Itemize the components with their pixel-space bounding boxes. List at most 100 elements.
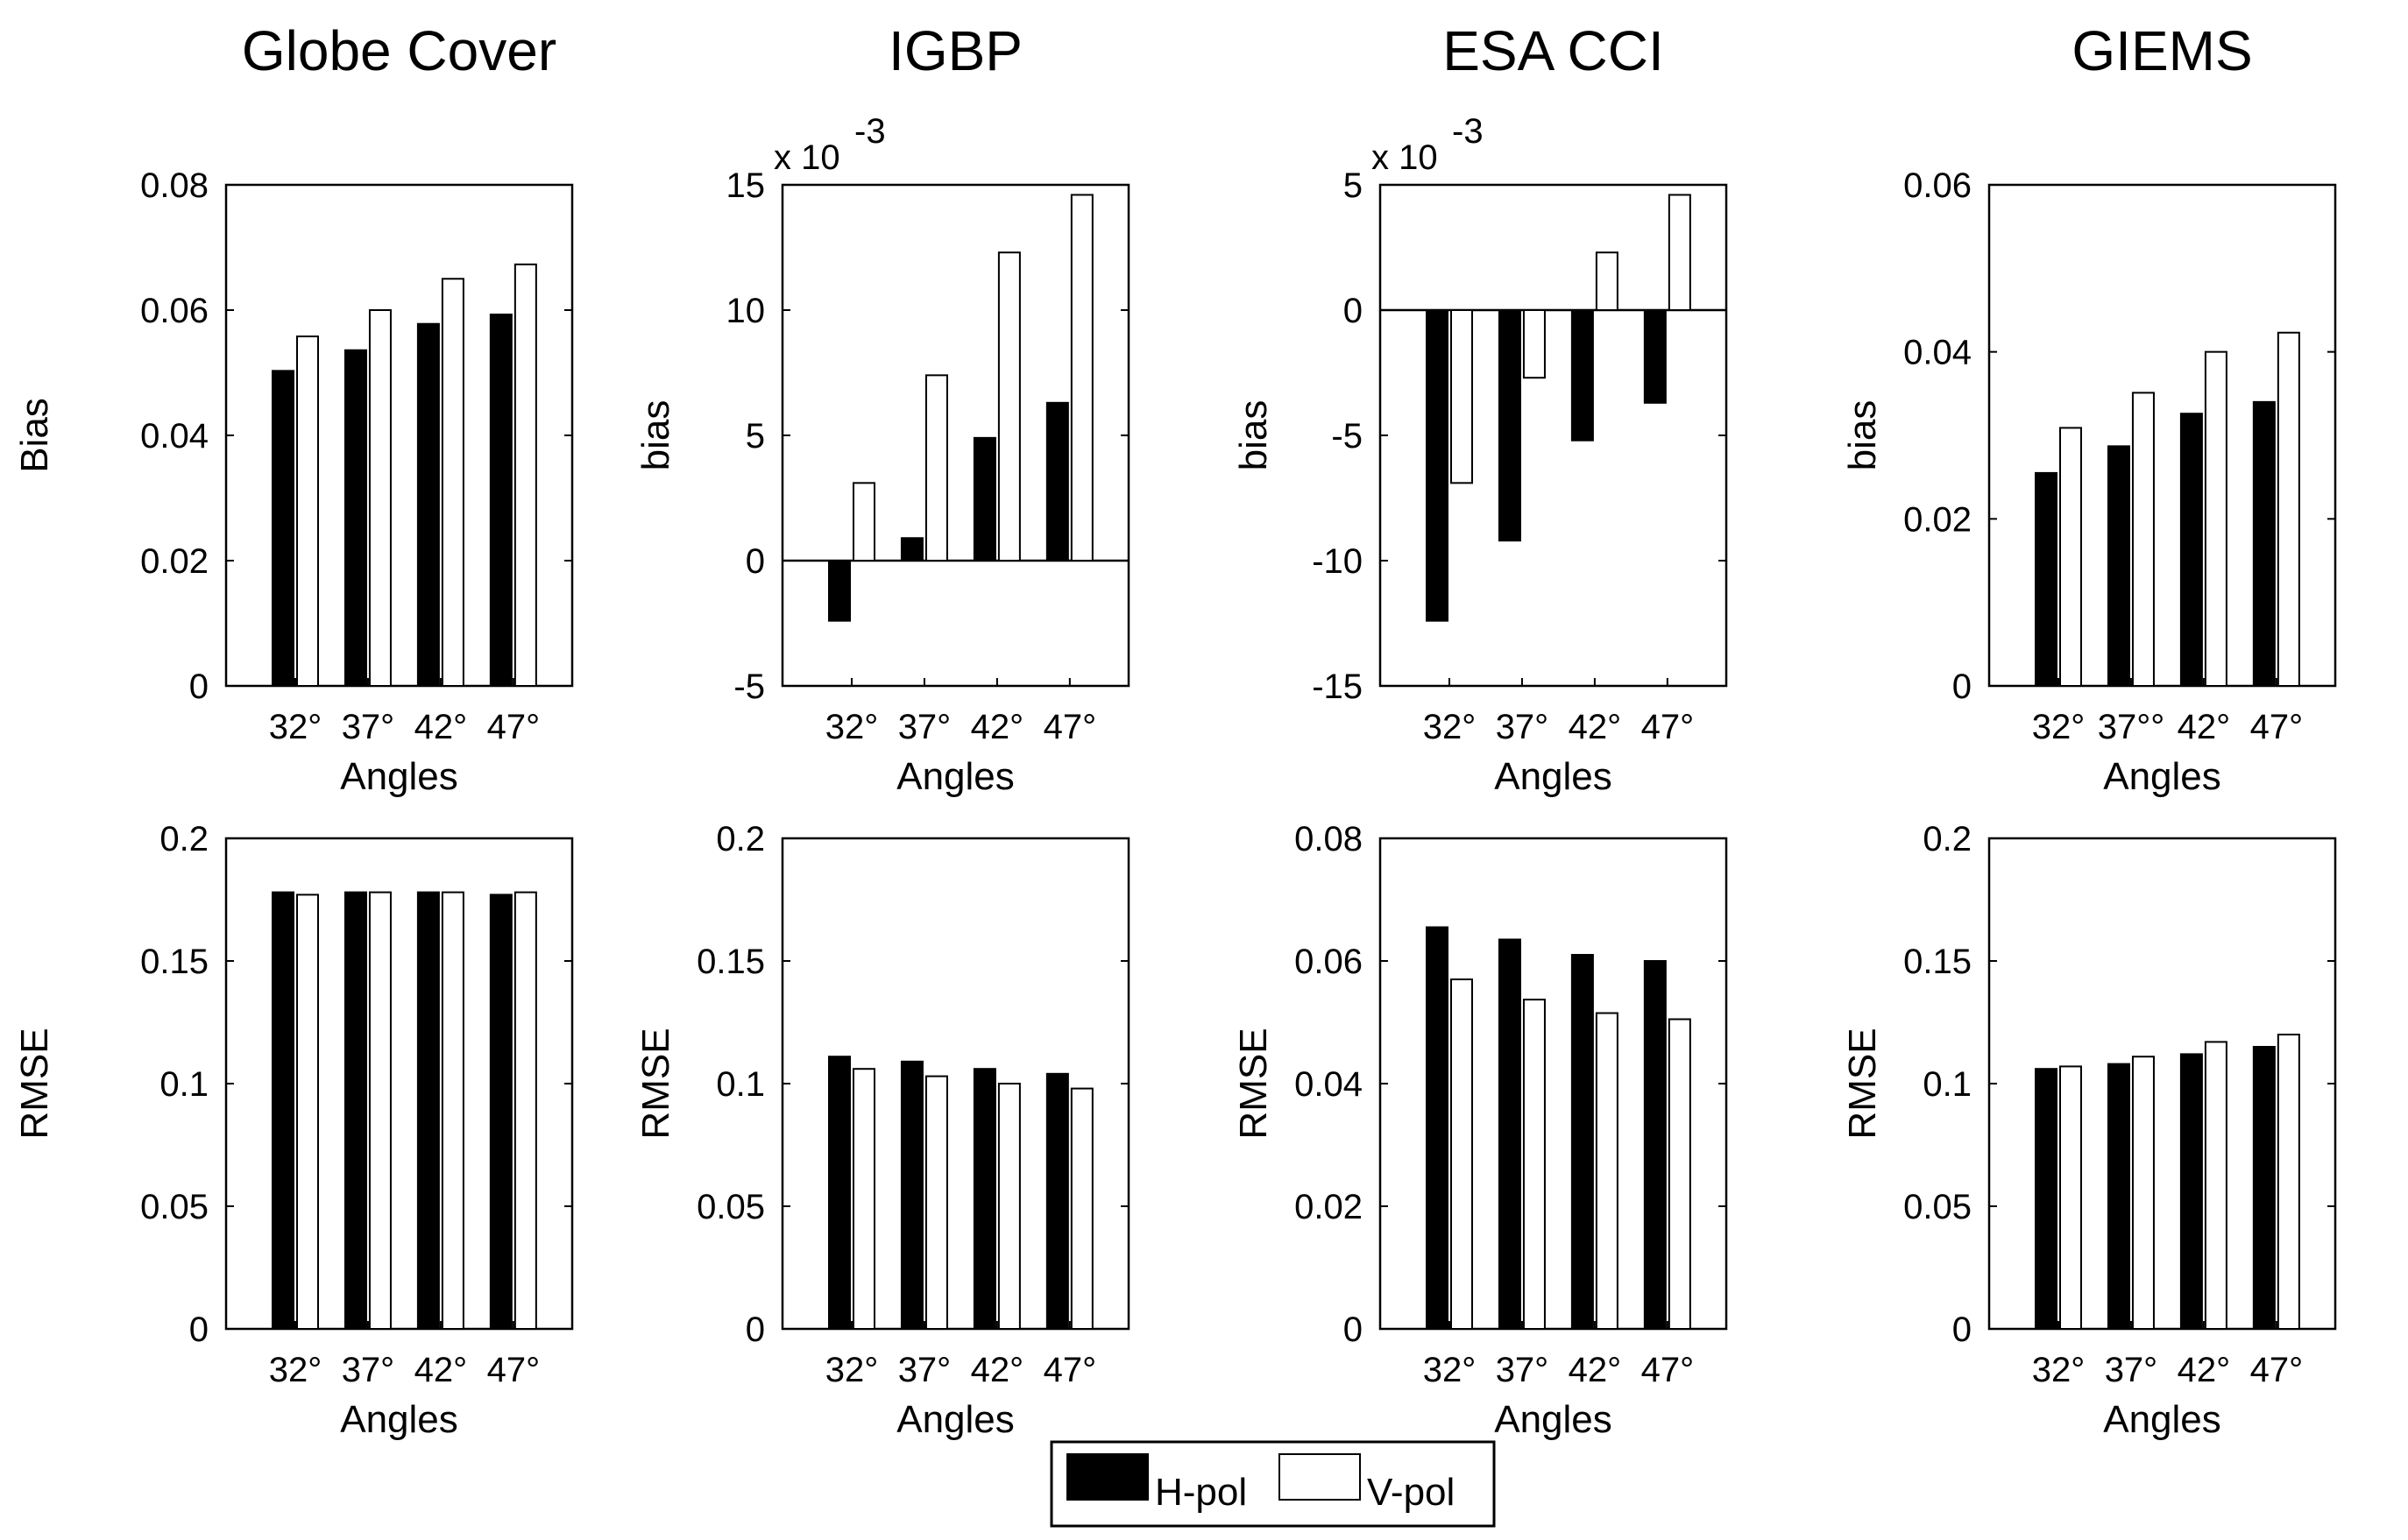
y-tick-label: 0.02: [1294, 1188, 1363, 1226]
y-tick-label: 0.15: [697, 943, 765, 981]
bar-v-pol: [1070, 194, 1094, 562]
bar-v-pol: [2204, 1041, 2227, 1331]
legend-label-h-pol: H-pol: [1155, 1471, 1247, 1514]
y-tick-label: 0: [1952, 1310, 1972, 1349]
x-tick-label: 32°: [269, 1351, 322, 1389]
x-tick-label: 42°: [971, 708, 1024, 746]
bar-v-pol: [296, 894, 319, 1331]
bar-v-pol: [997, 1083, 1021, 1330]
y-axis-label: bias: [1841, 400, 1884, 471]
y-tick-label: 0.1: [716, 1065, 765, 1104]
y-exponent-label: x 10: [774, 138, 840, 177]
bar-v-pol: [1070, 1087, 1094, 1330]
x-tick-label: 32°: [825, 1351, 879, 1389]
y-tick-label: -5: [1331, 417, 1363, 456]
subplot-3: ESA CCI -15 -10 -5 0 5x 10 -3 32° 37° 42° 47° Angle…: [1232, 19, 1728, 798]
x-tick-label: 32°: [825, 708, 879, 746]
y-tick-label: 0: [1952, 668, 1972, 706]
bar-h-pol: [272, 891, 294, 1330]
y-tick-label: 0: [189, 1310, 209, 1349]
y-tick-label: 0.05: [697, 1188, 765, 1226]
subplot-4: GIEMS 0 0.02 0.04 0.06 32° 37°° 42° 47° Angles bia…: [1841, 19, 2337, 798]
y-exponent-label: x 10: [1371, 138, 1438, 177]
bar-v-pol: [2277, 1034, 2300, 1330]
legend-swatch-h-pol: [1066, 1453, 1149, 1501]
bar-h-pol: [343, 349, 367, 687]
x-tick-label: 47°: [2250, 708, 2304, 746]
x-tick-label: 32°: [1423, 1351, 1477, 1389]
bar-v-pol: [2059, 427, 2082, 687]
bar-v-pol: [368, 309, 392, 687]
bar-v-pol: [1522, 309, 1546, 379]
y-exponent-power: -3: [854, 112, 886, 151]
bar-v-pol: [513, 263, 537, 687]
bar-h-pol: [1643, 309, 1667, 404]
y-axis-label: RMSE: [634, 1028, 677, 1139]
x-tick-label: 47°: [1044, 708, 1097, 746]
bar-v-pol: [924, 374, 948, 562]
y-tick-label: 0.1: [159, 1065, 209, 1104]
y-tick-label: 0.04: [1294, 1065, 1363, 1104]
x-tick-label: 42°: [1569, 708, 1622, 746]
bar-h-pol: [1498, 309, 1521, 542]
bar-h-pol: [416, 322, 440, 687]
y-tick-label: 0.06: [1294, 943, 1363, 981]
bar-h-pol: [973, 1068, 996, 1330]
x-tick-label: 32°: [1423, 708, 1477, 746]
bar-h-pol: [2252, 400, 2276, 687]
x-tick-label: 32°: [269, 708, 322, 746]
bar-v-pol: [853, 482, 875, 562]
y-tick-label: 0: [189, 668, 209, 706]
y-tick-label: 0.04: [1903, 334, 1972, 372]
x-tick-label: 37°: [1496, 1351, 1549, 1389]
x-tick-label: 37°: [898, 1351, 952, 1389]
y-tick-label: 0: [1343, 292, 1363, 330]
bar-h-pol: [973, 436, 996, 562]
y-tick-label: 0.2: [1923, 820, 1972, 858]
y-tick-label: 5: [746, 417, 765, 456]
y-tick-label: 0: [746, 542, 765, 581]
x-tick-label: 47°: [487, 1351, 541, 1389]
x-tick-label: 37°°: [2098, 708, 2164, 746]
y-axis-label: bias: [634, 400, 677, 471]
x-tick-label: 37°: [1496, 708, 1549, 746]
bar-h-pol: [343, 891, 367, 1330]
bar-h-pol: [489, 894, 513, 1331]
bar-v-pol: [924, 1075, 948, 1330]
bar-h-pol: [2179, 413, 2203, 687]
x-tick-label: 32°: [2032, 708, 2086, 746]
y-tick-label: 0.02: [140, 542, 209, 581]
bar-v-pol: [2131, 1056, 2155, 1330]
bar-v-pol: [853, 1068, 875, 1330]
subplot-7: 0 0.02 0.04 0.06 0.08 32° 37° 42° 47° Angles RMSE: [1232, 820, 1728, 1441]
bar-h-pol: [1498, 938, 1521, 1330]
axes-frame: [1987, 183, 2337, 688]
bar-v-pol: [997, 251, 1021, 562]
bar-v-pol: [1668, 194, 1691, 311]
y-tick-label: 0.2: [716, 820, 765, 858]
y-tick-label: -10: [1312, 542, 1363, 581]
x-tick-label: 47°: [1044, 1351, 1097, 1389]
x-tick-label: 37°: [898, 708, 952, 746]
y-tick-label: 0.06: [140, 292, 209, 330]
y-tick-label: 0.15: [140, 943, 209, 981]
x-tick-label: 42°: [2178, 1351, 2231, 1389]
x-tick-label: 42°: [414, 1351, 468, 1389]
y-axis-label: RMSE: [13, 1028, 56, 1139]
legend-swatch-v-pol: [1278, 1453, 1361, 1501]
y-tick-label: 0.08: [140, 166, 209, 205]
y-tick-label: 0: [1343, 1310, 1363, 1349]
y-tick-label: 0.2: [159, 820, 209, 858]
x-axis-label: Angles: [340, 1398, 458, 1441]
y-axis-label: bias: [1232, 400, 1275, 471]
x-axis-label: Angles: [340, 755, 458, 798]
y-tick-label: 0.05: [140, 1188, 209, 1226]
bar-v-pol: [296, 336, 319, 687]
x-axis-label: Angles: [896, 1398, 1015, 1441]
bar-h-pol: [1045, 401, 1069, 562]
x-axis-label: Angles: [2103, 755, 2221, 798]
x-tick-label: 47°: [1641, 1351, 1695, 1389]
y-tick-label: 0.06: [1903, 166, 1972, 205]
y-tick-label: 10: [726, 292, 766, 330]
